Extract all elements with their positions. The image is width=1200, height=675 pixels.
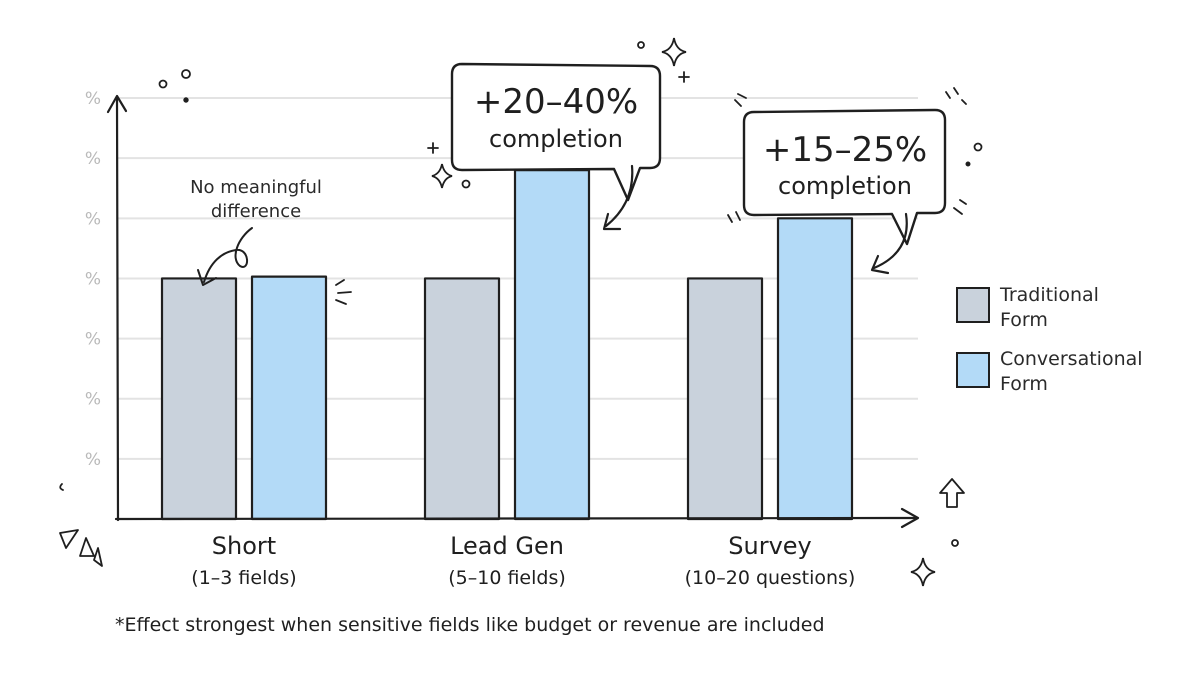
y-tick-label: % bbox=[85, 149, 101, 169]
legend-label-traditional-line-1: Traditional bbox=[999, 284, 1099, 306]
dot-icon bbox=[637, 41, 645, 49]
dot-icon bbox=[965, 161, 971, 167]
callout-1-label: completion bbox=[489, 125, 623, 153]
curly-arrow-icon bbox=[203, 227, 253, 283]
bar-traditional-0 bbox=[160, 277, 238, 521]
y-tick-label: % bbox=[85, 269, 101, 289]
y-tick-label: % bbox=[85, 89, 101, 109]
x-category-labels: Short (1–3 fields) Lead Gen (5–10 fields) Su… bbox=[191, 532, 855, 589]
footnote: *Effect strongest when sensitive fields … bbox=[115, 614, 825, 636]
dot-icon bbox=[158, 79, 168, 89]
legend: Traditional Form Conversational Form bbox=[956, 284, 1143, 395]
category-sublabel: (1–3 fields) bbox=[191, 567, 296, 589]
arrow-icon bbox=[872, 212, 908, 270]
sparkle-icon bbox=[661, 37, 687, 67]
speech-bubble-icon bbox=[742, 108, 947, 246]
callout-2-label: completion bbox=[778, 172, 912, 200]
bars bbox=[160, 169, 854, 521]
speech-bubble-icon bbox=[450, 62, 662, 202]
bar-conversational-1 bbox=[513, 169, 591, 521]
y-axis bbox=[106, 94, 128, 522]
category-label: Survey bbox=[728, 532, 811, 560]
bar-traditional-2 bbox=[686, 277, 764, 521]
y-tick-label: % bbox=[85, 390, 101, 410]
bar-conversational-0 bbox=[250, 275, 328, 521]
sparkle-icon bbox=[431, 163, 453, 189]
callout-2-percent: +15–25% bbox=[763, 130, 927, 170]
dot-icon bbox=[461, 179, 471, 189]
category-label: Short bbox=[212, 532, 276, 560]
legend-swatch-conversational bbox=[956, 352, 990, 388]
y-tick-label: % bbox=[85, 330, 101, 350]
triangle-icon bbox=[59, 529, 103, 567]
legend-label-conversational-line-1: Conversational bbox=[1000, 348, 1143, 370]
burst-icon bbox=[727, 87, 967, 223]
legend-label-traditional-line-2: Form bbox=[1000, 309, 1048, 331]
dot-icon bbox=[973, 142, 983, 152]
up-arrow-icon bbox=[939, 478, 965, 508]
sparkle-icon bbox=[678, 71, 690, 83]
category-sublabel: (5–10 fields) bbox=[448, 567, 566, 589]
legend-label-conversational-line-2: Form bbox=[1000, 373, 1048, 395]
category-label: Lead Gen bbox=[450, 532, 564, 560]
decorative-doodles bbox=[59, 37, 983, 587]
dot-icon bbox=[181, 69, 191, 79]
sparkle-icon bbox=[910, 557, 936, 587]
y-tick-label: % bbox=[85, 209, 101, 229]
note-line-1: No meaningful bbox=[190, 177, 322, 198]
callout-1-percent: +20–40% bbox=[474, 82, 638, 122]
y-tick-label: % bbox=[85, 450, 101, 470]
x-axis bbox=[114, 507, 920, 529]
category-sublabel: (10–20 questions) bbox=[685, 567, 856, 589]
sparkle-icon bbox=[427, 142, 439, 154]
callout-lead-gen: +20–40% completion bbox=[450, 62, 662, 231]
dot-icon bbox=[951, 539, 959, 547]
dot-icon bbox=[183, 97, 189, 103]
callout-survey: +15–25% completion bbox=[742, 108, 947, 275]
spark-lines-icon bbox=[335, 279, 352, 305]
arrow-icon bbox=[604, 164, 634, 228]
squiggle-icon bbox=[59, 483, 64, 491]
note-line-2: difference bbox=[211, 201, 301, 222]
bar-traditional-1 bbox=[423, 277, 501, 521]
bar-conversational-2 bbox=[776, 217, 854, 521]
y-tick-labels: %%%%%%% bbox=[85, 89, 101, 470]
legend-swatch-traditional bbox=[956, 287, 990, 323]
annotation-no-difference: No meaningful difference bbox=[190, 177, 322, 286]
